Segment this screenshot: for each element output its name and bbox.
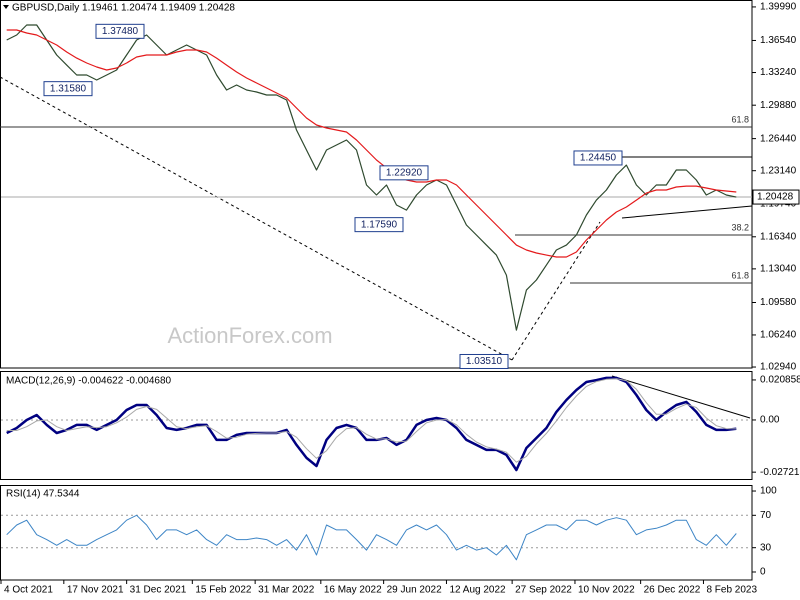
y-tick-label: 1.13040 xyxy=(760,264,797,275)
y-tick-label: 1.33240 xyxy=(760,67,797,78)
y-tick-label: 0.020858 xyxy=(760,375,800,386)
x-tick-label: 12 Aug 2022 xyxy=(449,585,506,596)
y-tick-label: 1.06240 xyxy=(760,330,797,341)
price-title: GBPUSD,Daily 1.19461 1.20474 1.19409 1.2… xyxy=(12,3,235,14)
y-tick-label: 0.00 xyxy=(760,415,780,426)
x-tick-label: 15 Feb 2022 xyxy=(195,585,252,596)
y-tick-label: 100 xyxy=(760,486,777,497)
x-tick-label: 29 Jun 2022 xyxy=(387,585,442,596)
x-tick-label: 4 Oct 2021 xyxy=(4,585,53,596)
y-tick-label: 1.26440 xyxy=(760,133,797,144)
x-tick-label: 31 Mar 2022 xyxy=(258,585,315,596)
series-line xyxy=(6,376,737,472)
macd-trend-line xyxy=(611,375,751,419)
y-tick-label: 0 xyxy=(760,567,766,578)
price-annotation: 1.31580 xyxy=(50,83,87,94)
y-tick-label: -0.027213 xyxy=(760,467,800,478)
x-tick-label: 27 Sep 2022 xyxy=(515,585,572,596)
x-tick-label: 16 May 2022 xyxy=(324,585,382,596)
series-line xyxy=(6,378,737,463)
y-tick-label: 1.09580 xyxy=(760,297,797,308)
price-annotation-box xyxy=(459,353,509,369)
menu-icon xyxy=(3,5,9,9)
y-tick-label: 1.36540 xyxy=(760,35,797,46)
macd-title: MACD(12,26,9) -0.004622 -0.004680 xyxy=(6,376,172,387)
price-annotation-box xyxy=(354,217,404,233)
fib-level-label: 61.8 xyxy=(731,270,749,280)
trend-line xyxy=(0,76,513,361)
y-tick-label: 1.16340 xyxy=(760,231,797,242)
series-line xyxy=(6,24,737,331)
series-line xyxy=(6,514,737,561)
y-tick-label: 1.02940 xyxy=(760,362,797,373)
fib-level-label: 38.2 xyxy=(731,222,749,232)
fib-level-label: 61.8 xyxy=(731,114,749,124)
price-annotation: 1.24450 xyxy=(580,153,617,164)
watermark: ActionForex.com xyxy=(167,323,332,348)
rsi-panel-frame xyxy=(0,485,753,581)
series-line xyxy=(6,29,737,258)
price-panel-frame xyxy=(0,0,753,369)
rsi-title: RSI(14) 47.5344 xyxy=(6,489,80,500)
x-tick-label: 17 Nov 2021 xyxy=(67,585,124,596)
x-tick-label: 10 Nov 2022 xyxy=(578,585,635,596)
price-annotation: 1.17590 xyxy=(361,219,398,230)
x-tick-label: 26 Dec 2022 xyxy=(644,585,701,596)
trend-line xyxy=(621,205,753,219)
y-tick-label: 1.29880 xyxy=(760,100,797,111)
y-tick-label: 30 xyxy=(760,542,772,553)
y-tick-label: 70 xyxy=(760,510,772,521)
price-annotation-box xyxy=(379,165,429,181)
price-annotation-box xyxy=(43,81,93,97)
price-annotation: 1.03510 xyxy=(466,356,503,367)
y-tick-label: 1.23140 xyxy=(760,165,797,176)
macd-panel-frame xyxy=(0,371,753,480)
x-tick-label: 8 Feb 2023 xyxy=(706,585,757,596)
price-annotation: 1.22920 xyxy=(386,167,423,178)
x-tick-label: 31 Dec 2021 xyxy=(130,585,187,596)
price-annotation: 1.37480 xyxy=(102,26,139,37)
y-tick-label: 1.39990 xyxy=(760,2,797,13)
last-price-label: 1.20428 xyxy=(757,192,794,203)
last-price-box xyxy=(752,189,800,205)
price-annotation-box xyxy=(573,150,623,166)
price-annotation-box xyxy=(95,23,145,39)
